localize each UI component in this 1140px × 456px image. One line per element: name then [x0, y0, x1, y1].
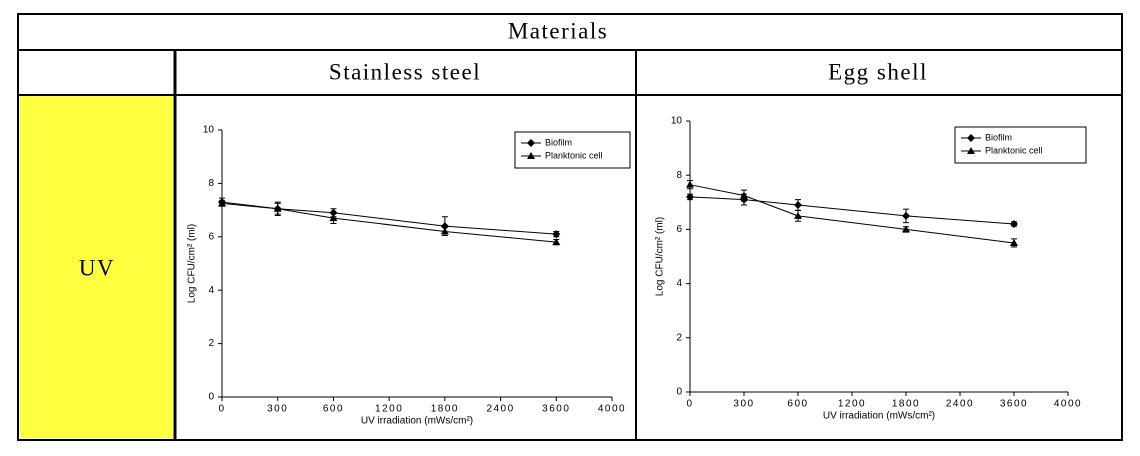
- line-segment: [444, 225, 557, 235]
- y-tick-label: 4: [676, 278, 682, 289]
- marker: [902, 225, 910, 233]
- line-segment: [444, 230, 557, 243]
- marker: [794, 211, 802, 219]
- x-tick-label: 3600: [542, 404, 570, 415]
- marker: [552, 230, 561, 239]
- marker: [218, 199, 226, 207]
- y-axis-label: Log CFU/cm² (ml): [187, 224, 198, 303]
- y-tick-label: 4: [208, 285, 214, 296]
- marker: [1010, 238, 1018, 246]
- legend-label: Planktonic cell: [985, 145, 1043, 155]
- line-segment: [221, 202, 278, 210]
- legend-label: Biofilm: [985, 132, 1012, 142]
- x-tick-label: 4000: [1054, 399, 1082, 410]
- x-tick-label: 3600: [1000, 399, 1028, 410]
- line-segment: [333, 217, 445, 232]
- column-header: Egg shell: [828, 59, 928, 84]
- table-lines: [17, 13, 1123, 441]
- line-segment: [905, 228, 1015, 244]
- line-segment: [333, 212, 445, 227]
- marker: [273, 204, 282, 212]
- row-label: UV: [79, 255, 115, 280]
- y-tick-label: 0: [676, 387, 682, 398]
- marker: [527, 152, 535, 159]
- x-tick-label: 0: [218, 404, 225, 415]
- marker: [686, 192, 694, 201]
- x-tick-label: 1800: [892, 399, 920, 410]
- line-segment: [277, 208, 334, 219]
- x-axis-label: UV irradiation (mWs/cm²): [361, 416, 473, 427]
- marker: [552, 238, 561, 246]
- line-segment: [905, 215, 1015, 225]
- marker: [1010, 219, 1018, 228]
- x-tick-label: 300: [267, 404, 288, 415]
- marker: [440, 222, 449, 231]
- legend-label: Planktonic cell: [545, 150, 603, 160]
- marker: [527, 139, 535, 147]
- table-header: Materials: [508, 18, 608, 43]
- marker: [329, 214, 338, 222]
- y-tick-label: 2: [676, 332, 682, 343]
- y-tick-label: 6: [208, 231, 214, 242]
- y-tick-label: 2: [208, 338, 214, 349]
- y-tick-label: 10: [203, 125, 215, 136]
- y-tick-label: 8: [676, 170, 682, 181]
- line-segment: [689, 184, 745, 197]
- line-segment: [797, 204, 907, 217]
- x-tick-label: 1200: [838, 399, 866, 410]
- legend-box: [514, 131, 631, 169]
- legend-label: Biofilm: [545, 137, 572, 147]
- line-segment: [743, 195, 799, 217]
- x-axis-label: UV irradiation (mWs/cm²): [823, 411, 935, 422]
- y-tick-label: 0: [208, 392, 214, 403]
- marker: [967, 147, 975, 154]
- marker: [794, 201, 802, 210]
- marker: [902, 211, 910, 220]
- x-tick-label: 600: [787, 399, 808, 410]
- y-axis-label: Log CFU/cm² (ml): [655, 217, 666, 296]
- marker: [740, 191, 748, 199]
- y-tick-label: 6: [676, 224, 682, 235]
- x-tick-label: 600: [323, 404, 344, 415]
- x-tick-label: 4000: [598, 404, 626, 415]
- column-header: Stainless steel: [329, 59, 481, 84]
- x-tick-label: 2400: [486, 404, 514, 415]
- marker: [686, 180, 694, 188]
- line-segment: [277, 208, 334, 214]
- line-segment: [797, 215, 907, 230]
- y-tick-label: 8: [208, 178, 214, 189]
- x-tick-label: 1800: [431, 404, 459, 415]
- x-tick-label: 300: [733, 399, 754, 410]
- legend-box: [954, 126, 1087, 164]
- line-segment: [689, 196, 745, 201]
- y-tick-label: 10: [671, 116, 683, 127]
- yellow-cell: [20, 95, 173, 438]
- line-segment: [743, 199, 799, 206]
- x-tick-label: 0: [686, 399, 693, 410]
- marker: [440, 227, 449, 235]
- x-tick-label: 2400: [946, 399, 974, 410]
- x-tick-label: 1200: [375, 404, 403, 415]
- marker: [967, 134, 975, 142]
